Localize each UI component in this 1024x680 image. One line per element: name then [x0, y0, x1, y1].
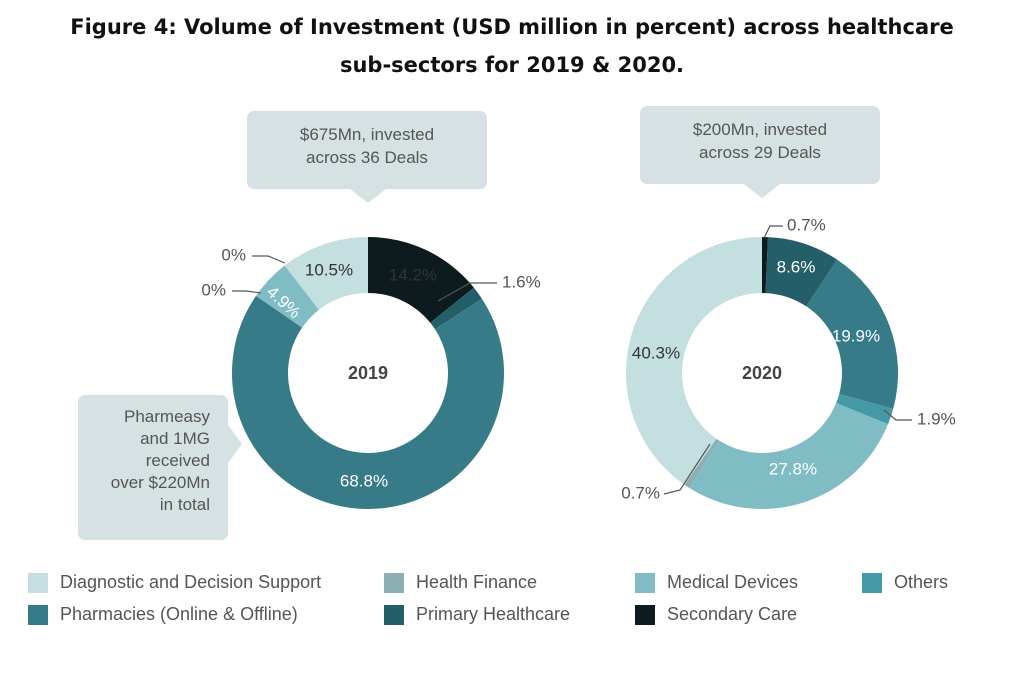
- legend-item-primary-healthcare: Primary Healthcare: [384, 604, 570, 625]
- callout-pointer: [744, 184, 780, 198]
- slices: [625, 236, 899, 510]
- data-label-diagnostic-and-decision-support: 10.5%: [305, 260, 353, 279]
- callout-2020: $200Mn, invested across 29 Deals: [640, 106, 880, 198]
- data-label-pharmacies-online-offline: 19.9%: [832, 326, 880, 345]
- center-label: 2019: [348, 363, 388, 383]
- data-label-diagnostic-and-decision-support: 40.3%: [632, 343, 680, 362]
- donut-chart-2020: $200Mn, invested across 29 Deals 0.7% 8.6% 1…: [621, 106, 956, 510]
- data-label-health-finance: 0%: [221, 245, 246, 264]
- donut-chart-2019: $675Mn, invested across 36 Deals 14.2% 1.6%…: [78, 111, 541, 540]
- note-line: in total: [160, 495, 210, 514]
- leader-line-primary-healthcare: [437, 282, 497, 302]
- slice-medical-devices: [256, 265, 319, 328]
- leader-line-health-finance: [252, 255, 286, 264]
- slice-medical-devices: [689, 403, 889, 510]
- legend-label: Secondary Care: [667, 604, 798, 624]
- slice-secondary-care: [368, 237, 474, 323]
- center-label: 2020: [742, 363, 782, 383]
- callout-line: across 36 Deals: [306, 148, 428, 167]
- legend-label: Primary Healthcare: [416, 604, 571, 624]
- data-label-others: 0%: [201, 280, 226, 299]
- legend-label: Medical Devices: [667, 572, 799, 592]
- slice-pharmacies-online-offline: [806, 259, 899, 409]
- callout-box: [640, 106, 880, 184]
- leader-line-others: [883, 409, 912, 421]
- callout-line: across 29 Deals: [699, 143, 821, 162]
- legend-label: Pharmacies (Online & Offline): [60, 604, 298, 624]
- legend-swatch: [28, 572, 48, 593]
- legend-item-medical-devices: Medical Devices: [635, 572, 798, 593]
- side-note: Pharmeasy and 1MG received over $220Mn in to…: [78, 395, 242, 540]
- legend-swatch: [862, 572, 882, 593]
- legend-item-health-finance: Health Finance: [384, 572, 537, 593]
- callout-pointer: [350, 189, 386, 203]
- note-line: Pharmeasy: [124, 407, 210, 426]
- note-line: and 1MG: [140, 429, 210, 448]
- slice-secondary-care: [762, 236, 768, 294]
- callout-line: $675Mn, invested: [300, 125, 434, 144]
- legend-label: Others: [894, 572, 949, 592]
- note-pointer: [228, 425, 242, 463]
- slice-diagnostic-and-decision-support: [625, 237, 762, 485]
- leader-line-health-finance: [663, 443, 711, 495]
- note-box: [78, 395, 228, 540]
- leader-line-secondary-care: [763, 225, 783, 239]
- legend-swatch: [384, 572, 404, 593]
- legend-swatch: [635, 604, 655, 625]
- chart-title-line-1: Figure 4: Volume of Investment (USD mill…: [70, 15, 954, 39]
- slice-pharmacies-online-offline: [231, 295, 504, 510]
- legend-label: Diagnostic and Decision Support: [60, 572, 322, 592]
- callout-2019: $675Mn, invested across 36 Deals: [247, 111, 487, 203]
- chart-title: Figure 4: Volume of Investment (USD mill…: [0, 8, 1024, 84]
- note-line: over $220Mn: [111, 473, 210, 492]
- callout-box: [247, 111, 487, 189]
- data-label-others: 1.9%: [917, 409, 956, 428]
- legend-swatch: [384, 604, 404, 625]
- legend-swatch: [635, 572, 655, 593]
- legend: Diagnostic and Decision Support Health Fi…: [28, 572, 1008, 636]
- data-label-secondary-care: 14.2%: [389, 265, 437, 284]
- data-label-medical-devices: 27.8%: [769, 459, 817, 478]
- data-label-primary-healthcare: 8.6%: [777, 257, 816, 276]
- callout-line: $200Mn, invested: [693, 120, 827, 139]
- data-label-secondary-care: 0.7%: [787, 215, 826, 234]
- slice-labels: 14.2% 1.6%68.8%0%4.9%0%10.5%: [201, 245, 540, 490]
- slice-primary-healthcare: [765, 237, 838, 307]
- slice-others: [836, 394, 894, 425]
- slices: [231, 237, 504, 510]
- slice-primary-healthcare: [430, 287, 482, 330]
- slice-health-finance: [684, 438, 720, 489]
- chart-title-line-2: sub-sectors for 2019 & 2020.: [339, 53, 685, 77]
- data-label-primary-healthcare: 1.6%: [502, 272, 541, 291]
- data-label-pharmacies-online-offline: 68.8%: [340, 471, 388, 490]
- data-label-health-finance: 0.7%: [621, 483, 660, 502]
- legend-label: Health Finance: [416, 572, 538, 592]
- slice-diagnostic-and-decision-support: [284, 237, 368, 310]
- leader-line-others: [232, 290, 262, 294]
- legend-item-secondary-care: Secondary Care: [635, 604, 797, 625]
- legend-item-pharmacies-online-offline: Pharmacies (Online & Offline): [28, 604, 298, 625]
- legend-item-diagnostic-and-decision-support: Diagnostic and Decision Support: [28, 572, 321, 593]
- legend-item-others: Others: [862, 572, 948, 593]
- note-line: received: [146, 451, 210, 470]
- slice-labels: 0.7% 8.6% 19.9% 1.9% 27.8% 0.7% 40.3%: [621, 215, 956, 502]
- legend-swatch: [28, 604, 48, 625]
